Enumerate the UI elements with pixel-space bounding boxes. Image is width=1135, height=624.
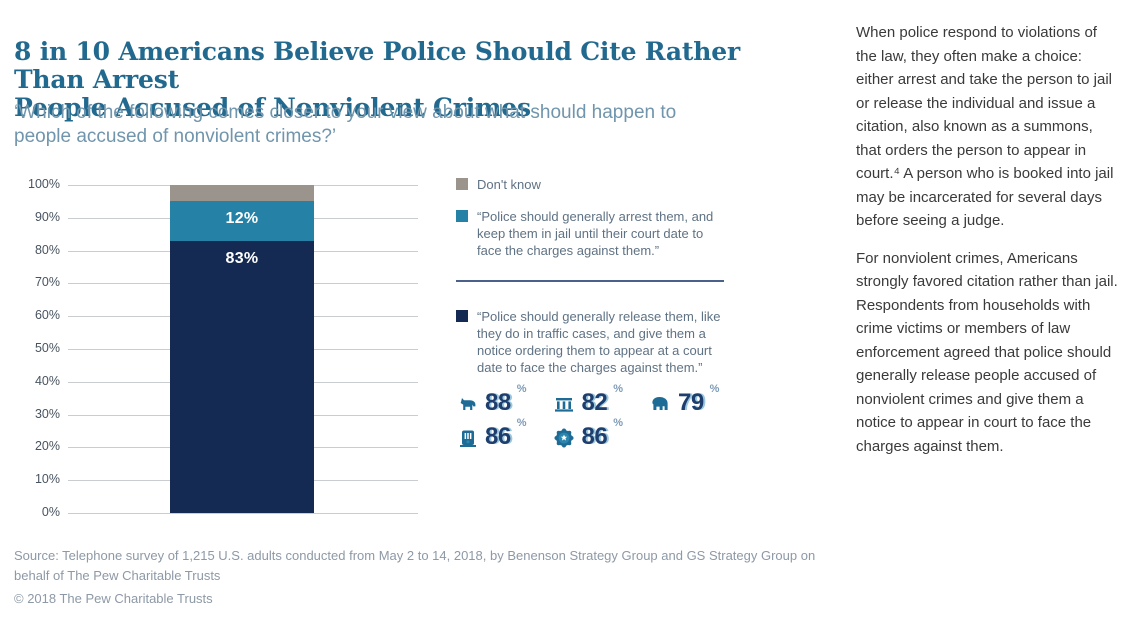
- y-axis-tick-label: 50%: [34, 341, 60, 355]
- stat-value: 86: [485, 423, 511, 450]
- y-axis-tick-label: 80%: [34, 242, 60, 257]
- stats-row-1: 88% 82% 79%: [456, 383, 766, 416]
- subtitle-line-2: people accused of nonviolent crimes?’: [14, 126, 337, 147]
- legend-label: “Police should generally arrest them, an…: [477, 209, 714, 258]
- legend-item-dont-know: Don't know: [456, 176, 727, 193]
- stat-law-enforcement-households: 86%: [552, 417, 623, 450]
- legend-divider: [456, 280, 724, 282]
- y-axis-tick-label: 30%: [34, 406, 60, 421]
- percent-sign: %: [516, 417, 527, 429]
- percent-sign: %: [516, 383, 527, 395]
- sidebar-text: When police respond to violations of the…: [856, 21, 1120, 472]
- copyright-note: © 2018 The Pew Charitable Trusts: [14, 591, 213, 606]
- legend-label: Don't know: [477, 177, 541, 192]
- bar-segment-label: 83%: [225, 249, 259, 267]
- stats-row-2: 86% 86%: [456, 417, 766, 450]
- y-axis-tick-label: 40%: [34, 373, 60, 388]
- survey-question-subtitle: ‘Which of the following comes closer to …: [14, 101, 814, 149]
- sidebar-paragraph-1: When police respond to violations of the…: [856, 24, 1114, 229]
- y-axis-tick-label: 60%: [34, 308, 60, 323]
- legend-swatch-navy: [456, 310, 468, 322]
- percent-sign: %: [709, 383, 720, 395]
- source-note: Source: Telephone survey of 1,215 U.S. a…: [14, 548, 816, 583]
- jail-door-icon: [460, 430, 476, 447]
- stat-democrats: 88%: [456, 383, 526, 416]
- legend-item-arrest: “Police should generally arrest them, an…: [456, 208, 727, 259]
- legend-item-release: “Police should generally release them, l…: [456, 308, 727, 376]
- subgroup-stats: 88% 82% 79%: [456, 383, 766, 458]
- stat-value: 82: [581, 389, 608, 416]
- subtitle-line-1: ‘Which of the following comes closer to …: [14, 102, 677, 123]
- jail-bars-icon: [555, 398, 574, 412]
- stat-value: 86: [581, 423, 608, 450]
- y-axis-tick-label: 70%: [34, 275, 60, 290]
- sidebar-paragraph-2: For nonviolent crimes, Americans strongl…: [856, 249, 1118, 455]
- page-title: 8 in 10 Americans Believe Police Should …: [14, 38, 814, 122]
- police-badge-icon: [554, 428, 574, 448]
- legend-swatch-gray: [456, 178, 468, 190]
- gridline: [68, 513, 418, 514]
- y-axis-tick-label: 100%: [28, 177, 60, 191]
- percent-sign: %: [613, 383, 623, 395]
- bar-segment: [170, 240, 314, 513]
- stat-independents: 82%: [552, 383, 623, 416]
- bar-segment: [170, 201, 314, 241]
- y-axis-tick-label: 0%: [41, 505, 60, 519]
- stacked-bar-chart: 0% 10% 20% 30% 40% 50% 60% 70% 80% 90% 100% 83% 12%: [14, 177, 420, 525]
- bar-segment-label: 12%: [225, 210, 259, 228]
- stat-crime-victim-households: 86%: [456, 417, 526, 450]
- page-title-line-2: People Accused of Nonviolent Crimes: [14, 93, 531, 122]
- legend-label: “Police should generally release them, l…: [477, 309, 721, 375]
- percent-sign: %: [613, 417, 623, 429]
- stat-value: 79: [677, 389, 704, 416]
- elephant-icon: [652, 397, 668, 410]
- page-title-line-1: 8 in 10 Americans Believe Police Should …: [14, 37, 740, 94]
- legend-swatch-teal: [456, 210, 468, 222]
- stat-value: 88: [485, 389, 511, 416]
- y-axis-tick-label: 90%: [34, 209, 60, 224]
- donkey-icon: [460, 398, 476, 410]
- bar-segment: [170, 185, 314, 202]
- stat-republicans: 79%: [649, 383, 719, 416]
- y-axis-tick-label: 10%: [34, 472, 60, 487]
- y-axis-tick-label: 20%: [34, 439, 60, 454]
